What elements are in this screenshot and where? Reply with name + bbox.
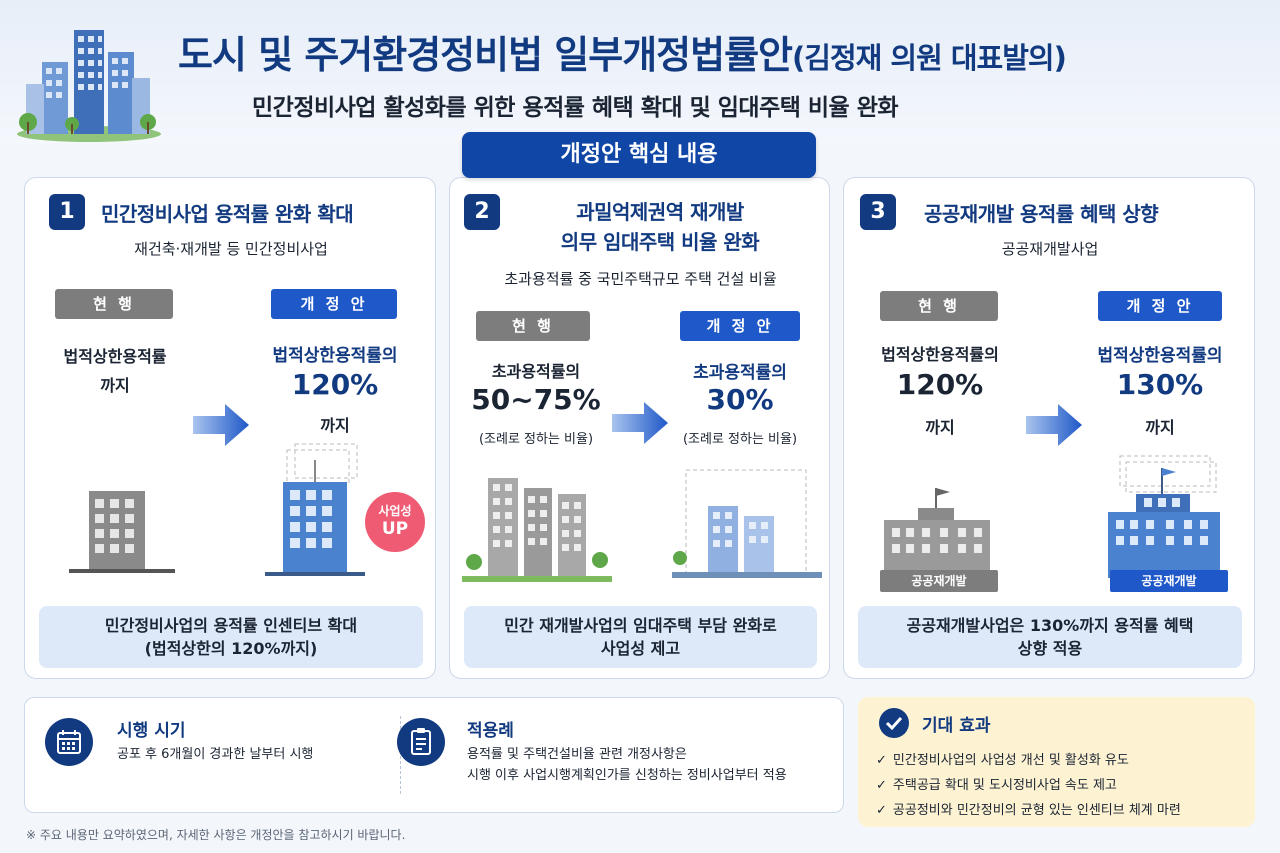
page-title: 도시 및 주거환경정비법 일부개정법률안(김정재 의원 대표발의)	[178, 24, 1258, 79]
proposed-line1: 법적상한용적률의	[1097, 346, 1223, 366]
current-tag: 현 행	[55, 289, 173, 319]
panel-number: 2	[464, 194, 500, 230]
panel-title-line2: 의무 임대주택 비율 완화	[560, 230, 760, 254]
panel-desc: 공공재개발사업	[1001, 240, 1099, 258]
clipboard-icon	[397, 718, 445, 766]
panel-title: 민간정비사업 용적률 완화 확대	[101, 202, 354, 226]
panel-number: 3	[860, 194, 896, 230]
summary-line2: 사업성 제고	[600, 639, 681, 658]
proposed-value: 120%	[291, 368, 379, 401]
effect-item: ✓ 주택공급 확대 및 도시정비사업 속도 제고	[876, 774, 1117, 793]
proposed-tag: 개 정 안	[680, 311, 800, 341]
current-public-building-icon	[884, 488, 990, 576]
effect-item: ✓ 민간정비사업의 사업성 개선 및 활성화 유도	[876, 749, 1129, 768]
current-tag: 현 행	[880, 291, 998, 321]
proposed-tag: 개 정 안	[271, 289, 397, 319]
arrow-right-icon	[193, 404, 249, 446]
panel-title-line1: 과밀억제권역 재개발	[576, 200, 744, 224]
current-tag: 현 행	[476, 311, 590, 341]
badge-line2: UP	[381, 519, 409, 539]
panel-summary: 민간 재개발사업의 임대주택 부담 완화로 사업성 제고	[464, 606, 817, 668]
city-buildings-illustration	[17, 30, 161, 142]
summary-line2: (법적상한의 120%까지)	[144, 639, 318, 658]
title-main: 도시 및 주거환경정비법 일부개정법률안	[178, 33, 793, 77]
proposed-building-icon	[265, 443, 365, 576]
check-icon: ✓	[876, 753, 887, 768]
effect-text: 주택공급 확대 및 도시정비사업 속도 제고	[892, 778, 1117, 793]
current-line3: 까지	[925, 418, 955, 437]
schedule-text: 공포 후 6개월이 경과한 날부터 시행	[117, 747, 314, 762]
panel-3: 3 공공재개발 용적률 혜택 상향 공공재개발사업 현 행 개 정 안 법적상한…	[843, 177, 1255, 679]
expected-effects-box: 기대 효과 ✓ 민간정비사업의 사업성 개선 및 활성화 유도 ✓ 주택공급 확대 …	[858, 697, 1255, 827]
effect-item: ✓ 공공정비와 민간정비의 균형 있는 인센티브 체계 마련	[876, 799, 1181, 818]
panel-summary: 민간정비사업의 용적률 인센티브 확대 (법적상한의 120%까지)	[39, 606, 423, 668]
proposed-buildings-icon	[672, 469, 822, 578]
check-icon: ✓	[876, 803, 887, 818]
core-content-label: 개정안 핵심 내용	[462, 132, 816, 178]
arrow-right-icon	[612, 402, 668, 444]
proposed-line1: 초과용적률의	[693, 363, 787, 383]
current-building-icon	[69, 491, 175, 573]
effect-text: 민간정비사업의 사업성 개선 및 활성화 유도	[892, 753, 1129, 768]
check-icon: ✓	[876, 778, 887, 793]
proposed-note: (조례로 정하는 비율)	[682, 432, 798, 447]
proposed-value: 30%	[706, 383, 774, 416]
page-subtitle: 민간정비사업 활성화를 위한 용적률 혜택 확대 및 임대주택 비율 완화	[252, 95, 899, 121]
footnote: ※ 주요 내용만 요약하였으며, 자세한 사항은 개정안을 참고하시기 바랍니다…	[26, 828, 406, 842]
proposed-line1: 법적상한용적률의	[272, 346, 398, 366]
business-up-badge: 사업성 UP	[365, 492, 425, 552]
current-line1: 법적상한용적률의	[881, 345, 999, 364]
current-value: 50~75%	[471, 383, 601, 416]
proposed-line3: 까지	[320, 416, 350, 435]
proposed-tag: 개 정 안	[1098, 291, 1222, 321]
example-line1: 용적률 및 주택건설비율 관련 개정사항은	[467, 747, 687, 762]
schedule-and-example-box: 시행 시기 공포 후 6개월이 경과한 날부터 시행 적용례 용적률 및 주택건…	[24, 697, 844, 813]
effect-text: 공공정비와 민간정비의 균형 있는 인센티브 체계 마련	[892, 803, 1181, 818]
current-note: (조례로 정하는 비율)	[478, 432, 594, 447]
building-label-proposed: 공공재개발	[1110, 570, 1228, 592]
header-banner: 도시 및 주거환경정비법 일부개정법률안(김정재 의원 대표발의) 민간정비사업…	[0, 0, 1280, 145]
current-value: 120%	[896, 368, 984, 401]
current-line1: 초과용적률의	[491, 362, 581, 381]
panel-1: 1 민간정비사업 용적률 완화 확대 재건축·재개발 등 민간정비사업 현 행 …	[24, 177, 436, 679]
summary-line1: 민간 재개발사업의 임대주택 부담 완화로	[504, 616, 777, 635]
calendar-icon	[45, 718, 93, 766]
panel-number: 1	[49, 194, 85, 230]
proposed-public-building-icon	[1108, 455, 1220, 578]
summary-line1: 공공재개발사업은 130%까지 용적률 혜택	[906, 616, 1194, 635]
title-suffix: (김정재 의원 대표발의)	[792, 41, 1067, 75]
arrow-right-icon	[1026, 404, 1082, 446]
building-label-current: 공공재개발	[880, 570, 998, 592]
panel-desc: 재건축·재개발 등 민간정비사업	[134, 240, 328, 258]
badge-line1: 사업성	[378, 504, 412, 518]
check-circle-icon	[879, 708, 909, 738]
current-line2: 까지	[100, 376, 130, 395]
effects-title: 기대 효과	[922, 716, 991, 736]
panel-summary: 공공재개발사업은 130%까지 용적률 혜택 상향 적용	[858, 606, 1242, 668]
panel-title: 공공재개발 용적률 혜택 상향	[924, 202, 1159, 226]
proposed-line3: 까지	[1145, 418, 1175, 437]
example-line2: 시행 이후 사업시행계획인가를 신청하는 정비사업부터 적용	[467, 768, 787, 783]
panel-2: 2 과밀억제권역 재개발 의무 임대주택 비율 완화 초과용적률 중 국민주택규…	[449, 177, 830, 679]
current-line1: 법적상한용적률	[63, 347, 167, 366]
proposed-value: 130%	[1116, 368, 1204, 401]
current-buildings-icon	[462, 478, 612, 582]
example-title: 적용례	[467, 721, 514, 741]
summary-line1: 민간정비사업의 용적률 인센티브 확대	[104, 616, 358, 635]
panel-desc: 초과용적률 중 국민주택규모 주택 건설 비율	[504, 270, 777, 288]
summary-line2: 상향 적용	[1017, 639, 1083, 658]
schedule-title: 시행 시기	[117, 721, 186, 741]
